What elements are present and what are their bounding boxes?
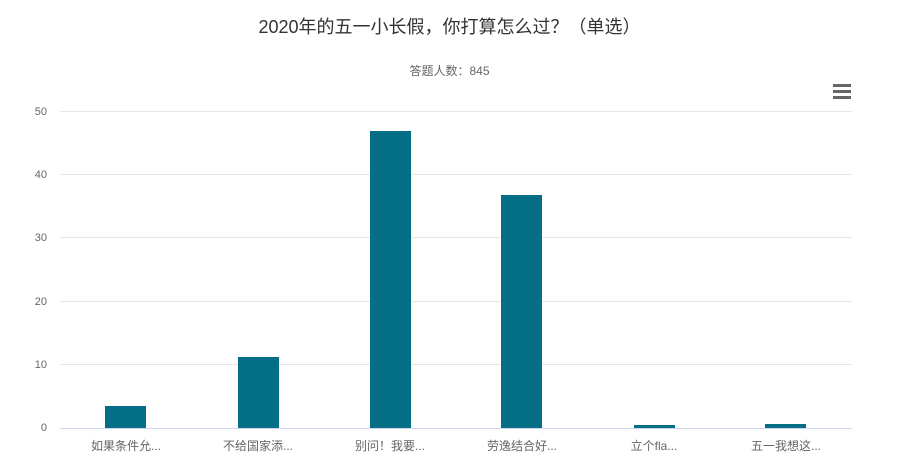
- x-axis-label: 五一我想这...: [750, 439, 822, 453]
- bar-4[interactable]: [501, 194, 543, 428]
- x-axis-label: 劳逸结合好...: [486, 439, 558, 453]
- x-axis-label: 别问！我要...: [354, 439, 426, 453]
- bar-2[interactable]: [237, 357, 279, 428]
- bar-5[interactable]: [633, 425, 675, 428]
- y-axis-label: 50: [34, 106, 47, 118]
- y-axis-label: 0: [40, 422, 47, 434]
- bar-3[interactable]: [369, 130, 411, 428]
- y-axis-label: 40: [34, 169, 47, 182]
- hamburger-menu-icon[interactable]: [830, 79, 854, 103]
- chart-subtitle: 答题人数：845: [409, 64, 490, 78]
- hamburger-bar: [833, 89, 851, 93]
- gridline: [60, 174, 852, 176]
- hamburger-bar: [833, 95, 851, 99]
- hamburger-bar: [833, 83, 851, 87]
- y-axis-label: 20: [34, 295, 47, 308]
- x-axis-label: 立个fla...: [630, 439, 678, 453]
- gridline: [60, 363, 852, 365]
- y-axis-label: 10: [34, 358, 47, 371]
- gridline: [60, 300, 852, 302]
- x-axis-label: 不给国家添...: [222, 439, 294, 453]
- gridline: [60, 111, 852, 112]
- y-axis-label: 30: [34, 232, 47, 245]
- plot-area: 0 10 20 30 40 50 如果条件允... 不给国家添... 别问！我要... 劳逸结合好…: [35, 106, 852, 453]
- x-axis-label: 如果条件允...: [90, 439, 161, 453]
- gridline: [60, 237, 852, 239]
- chart-title: 2020年的五一小长假，你打算怎么过？（单选）: [258, 17, 641, 37]
- bar-6[interactable]: [765, 424, 807, 428]
- bar-1[interactable]: [105, 405, 147, 428]
